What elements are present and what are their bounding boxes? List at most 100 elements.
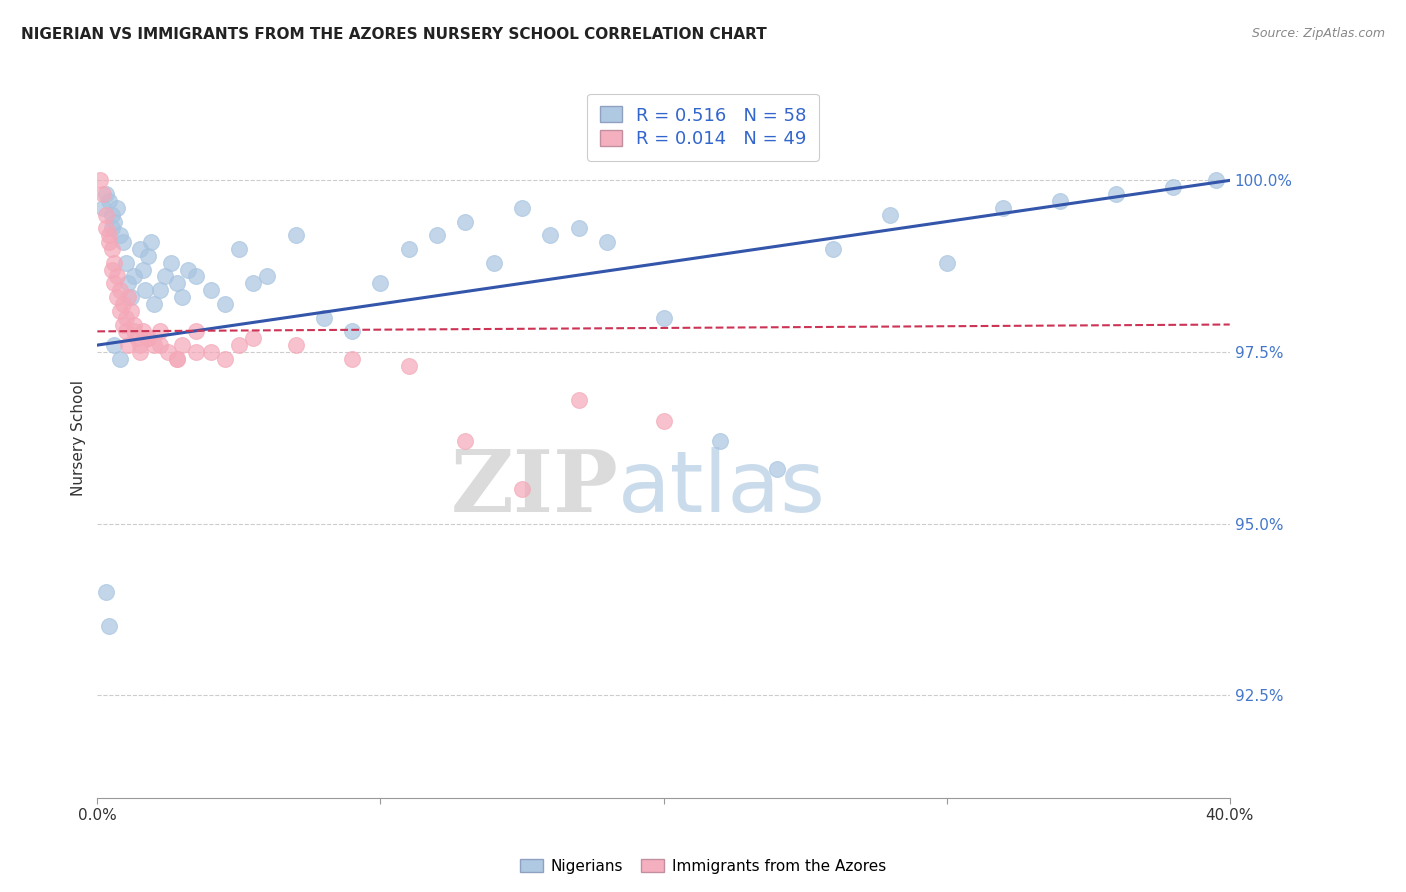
- Point: [652, 414, 675, 428]
- Point: [228, 242, 250, 256]
- Point: [108, 351, 131, 366]
- Point: [370, 277, 392, 291]
- Text: Source: ZipAtlas.com: Source: ZipAtlas.com: [1251, 27, 1385, 40]
- Point: [993, 201, 1015, 215]
- Text: ZIP: ZIP: [450, 446, 619, 530]
- Y-axis label: Nursery School: Nursery School: [72, 380, 86, 496]
- Point: [100, 242, 122, 256]
- Point: [128, 242, 150, 256]
- Point: [125, 331, 148, 345]
- Point: [200, 345, 222, 359]
- Point: [122, 269, 145, 284]
- Point: [114, 310, 136, 325]
- Point: [149, 338, 172, 352]
- Point: [105, 290, 128, 304]
- Point: [200, 283, 222, 297]
- Point: [568, 392, 591, 407]
- Point: [117, 290, 139, 304]
- Point: [538, 228, 561, 243]
- Point: [114, 324, 136, 338]
- Point: [117, 338, 139, 352]
- Point: [1161, 180, 1184, 194]
- Point: [160, 256, 183, 270]
- Point: [97, 194, 120, 208]
- Point: [482, 256, 505, 270]
- Point: [100, 262, 122, 277]
- Point: [122, 318, 145, 332]
- Point: [128, 345, 150, 359]
- Point: [94, 585, 117, 599]
- Point: [765, 461, 787, 475]
- Point: [454, 434, 477, 449]
- Point: [1205, 173, 1227, 187]
- Point: [128, 338, 150, 352]
- Point: [823, 242, 845, 256]
- Point: [214, 297, 236, 311]
- Point: [340, 351, 363, 366]
- Point: [312, 310, 335, 325]
- Point: [111, 235, 134, 249]
- Point: [398, 359, 420, 373]
- Point: [136, 331, 159, 345]
- Legend: Nigerians, Immigrants from the Azores: Nigerians, Immigrants from the Azores: [513, 853, 893, 880]
- Text: atlas: atlas: [619, 447, 827, 530]
- Point: [172, 290, 194, 304]
- Point: [103, 214, 125, 228]
- Point: [709, 434, 731, 449]
- Point: [172, 338, 194, 352]
- Point: [111, 297, 134, 311]
- Point: [103, 277, 125, 291]
- Point: [242, 277, 264, 291]
- Point: [136, 249, 159, 263]
- Point: [155, 269, 177, 284]
- Legend: R = 0.516   N = 58, R = 0.014   N = 49: R = 0.516 N = 58, R = 0.014 N = 49: [588, 94, 820, 161]
- Point: [166, 351, 188, 366]
- Point: [149, 324, 172, 338]
- Point: [94, 208, 117, 222]
- Point: [143, 338, 166, 352]
- Point: [398, 242, 420, 256]
- Point: [284, 338, 307, 352]
- Point: [186, 345, 208, 359]
- Point: [652, 310, 675, 325]
- Point: [108, 283, 131, 297]
- Point: [120, 290, 142, 304]
- Point: [97, 228, 120, 243]
- Point: [94, 187, 117, 202]
- Point: [122, 324, 145, 338]
- Point: [149, 283, 172, 297]
- Point: [97, 235, 120, 249]
- Point: [242, 331, 264, 345]
- Point: [157, 345, 180, 359]
- Point: [89, 173, 111, 187]
- Point: [1105, 187, 1128, 202]
- Point: [166, 351, 188, 366]
- Point: [100, 208, 122, 222]
- Point: [214, 351, 236, 366]
- Point: [284, 228, 307, 243]
- Point: [139, 235, 162, 249]
- Point: [94, 221, 117, 235]
- Point: [111, 318, 134, 332]
- Point: [103, 256, 125, 270]
- Point: [177, 262, 200, 277]
- Point: [879, 208, 901, 222]
- Point: [143, 297, 166, 311]
- Point: [935, 256, 957, 270]
- Point: [166, 277, 188, 291]
- Point: [105, 201, 128, 215]
- Point: [228, 338, 250, 352]
- Point: [108, 228, 131, 243]
- Point: [568, 221, 591, 235]
- Point: [117, 277, 139, 291]
- Point: [91, 201, 114, 215]
- Point: [97, 619, 120, 633]
- Point: [100, 221, 122, 235]
- Point: [108, 303, 131, 318]
- Point: [105, 269, 128, 284]
- Point: [136, 331, 159, 345]
- Point: [510, 201, 533, 215]
- Point: [186, 269, 208, 284]
- Point: [131, 324, 153, 338]
- Point: [1049, 194, 1071, 208]
